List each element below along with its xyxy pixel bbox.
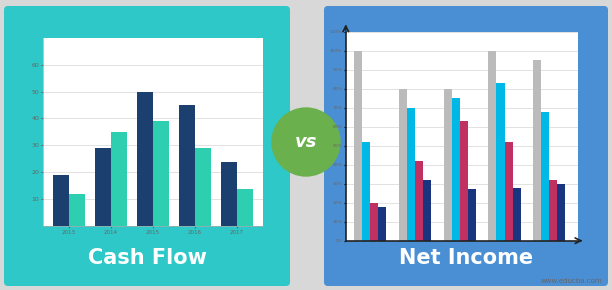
FancyBboxPatch shape (324, 6, 608, 286)
Bar (69, 194, 85, 226)
Bar (488, 51, 496, 241)
Bar (504, 142, 513, 241)
Text: Cash Flow: Cash Flow (88, 248, 206, 268)
Bar (513, 188, 521, 241)
Bar (541, 112, 550, 241)
Bar (221, 162, 237, 226)
Bar (533, 60, 541, 241)
Text: vs: vs (295, 133, 317, 151)
Bar (460, 121, 468, 241)
Bar (362, 142, 370, 241)
Bar (423, 180, 431, 241)
Bar (549, 180, 558, 241)
Bar (95, 148, 111, 226)
Circle shape (272, 108, 340, 176)
Bar (444, 89, 452, 241)
Bar (399, 89, 407, 241)
Bar (53, 175, 69, 226)
Bar (452, 98, 460, 241)
Bar (415, 161, 423, 241)
Bar (370, 203, 378, 241)
Bar (407, 108, 415, 241)
Bar (111, 132, 127, 226)
Text: www.educba.com: www.educba.com (540, 278, 602, 284)
Bar (237, 188, 253, 226)
Bar (137, 92, 153, 226)
Text: Net Income: Net Income (399, 248, 533, 268)
Bar (195, 148, 211, 226)
Bar (354, 51, 362, 241)
Bar (468, 189, 476, 241)
Bar (153, 121, 169, 226)
Bar (558, 184, 565, 241)
Bar (378, 206, 386, 241)
Bar (179, 105, 195, 226)
FancyBboxPatch shape (4, 6, 290, 286)
Bar (496, 83, 504, 241)
